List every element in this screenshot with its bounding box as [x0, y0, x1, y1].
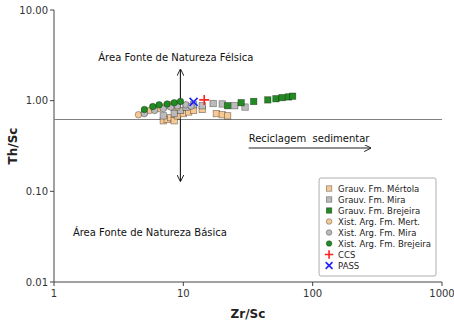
y-tick: [50, 282, 54, 283]
legend-label: Xist. Arg. Fm. Mert.: [338, 217, 420, 227]
x-tick-label: 100: [303, 288, 322, 299]
legend-swatch: [325, 250, 334, 259]
series: [224, 93, 295, 109]
x-axis-line: [54, 282, 442, 283]
legend-label: Xist. Arg. Fm. Mira: [338, 228, 416, 238]
legend-label: Xist. Arg. Fm. Brejeira: [338, 239, 431, 249]
y-axis-line: [54, 10, 55, 282]
point: [238, 99, 244, 105]
legend-swatch: [326, 262, 333, 269]
y-tick-label: 1.00: [26, 95, 48, 106]
point: [213, 110, 219, 116]
annotation: Reciclagem sedimentar: [249, 133, 371, 144]
legend-swatch: [326, 197, 331, 202]
point: [171, 110, 177, 116]
x-tick-label: 1000: [429, 288, 454, 299]
point: [141, 106, 148, 113]
point: [265, 97, 271, 103]
y-tick: [50, 191, 54, 192]
point: [190, 98, 198, 106]
series: [190, 98, 198, 106]
y-tick-label: 0.10: [26, 186, 48, 197]
legend-label: Grauv. Fm. Brejeira: [338, 206, 420, 216]
arrow: [249, 148, 371, 149]
x-tick: [183, 282, 184, 286]
x-axis-label: Zr/Sc: [231, 307, 266, 321]
y-tick: [50, 100, 54, 101]
point: [224, 103, 230, 109]
series: [199, 95, 209, 105]
point: [273, 96, 279, 102]
point: [171, 99, 178, 106]
legend-label: Grauv. Fm. Mira: [338, 195, 405, 205]
legend-label: Grauv. Fm. Mértola: [338, 184, 419, 194]
y-axis-label: Th/Sc: [6, 128, 20, 165]
chart: 1 10 100 1000 0.01 0.10 1.00 10.00 Zr/Sc Th/Sc Rec…: [0, 0, 454, 324]
axes: 1 10 100 1000 0.01 0.10 1.00 10.00: [19, 5, 454, 300]
arrow: [180, 70, 181, 181]
legend-swatch: [326, 241, 332, 247]
point: [210, 100, 216, 106]
legend-swatch: [326, 208, 331, 213]
legend-swatch: [326, 230, 332, 236]
legend-swatch: [326, 186, 331, 191]
point: [279, 94, 285, 100]
legend: Grauv. Fm. MértolaGrauv. Fm. MiraGrauv. …: [319, 178, 436, 276]
x-tick: [54, 282, 55, 286]
point: [224, 113, 230, 119]
point: [250, 98, 256, 104]
point: [199, 95, 209, 105]
reference-line: [54, 119, 442, 120]
annotation: Área Fonte de Natureza Félsica: [98, 51, 253, 63]
legend-swatch: [326, 219, 332, 225]
y-tick: [50, 10, 54, 11]
x-tick-label: 1: [51, 288, 57, 299]
legend-label: PASS: [338, 261, 359, 271]
x-tick: [312, 282, 313, 286]
point: [149, 103, 156, 110]
legend-box: [319, 178, 436, 276]
point: [156, 102, 163, 109]
background: [0, 0, 454, 324]
arrow: [180, 70, 181, 181]
point: [164, 101, 171, 108]
x-tick: [442, 282, 443, 286]
x-tick-label: 10: [177, 288, 190, 299]
point: [177, 98, 184, 105]
plot-area: [54, 70, 442, 181]
point: [289, 93, 295, 99]
legend-label: CCS: [338, 250, 355, 260]
point: [160, 113, 166, 119]
y-tick-label: 10.00: [19, 5, 48, 16]
series: [141, 102, 194, 117]
annotation: Área Fonte de Natureza Básica: [73, 226, 227, 238]
y-tick-label: 0.01: [26, 277, 48, 288]
point: [232, 103, 238, 109]
series: [141, 98, 184, 113]
